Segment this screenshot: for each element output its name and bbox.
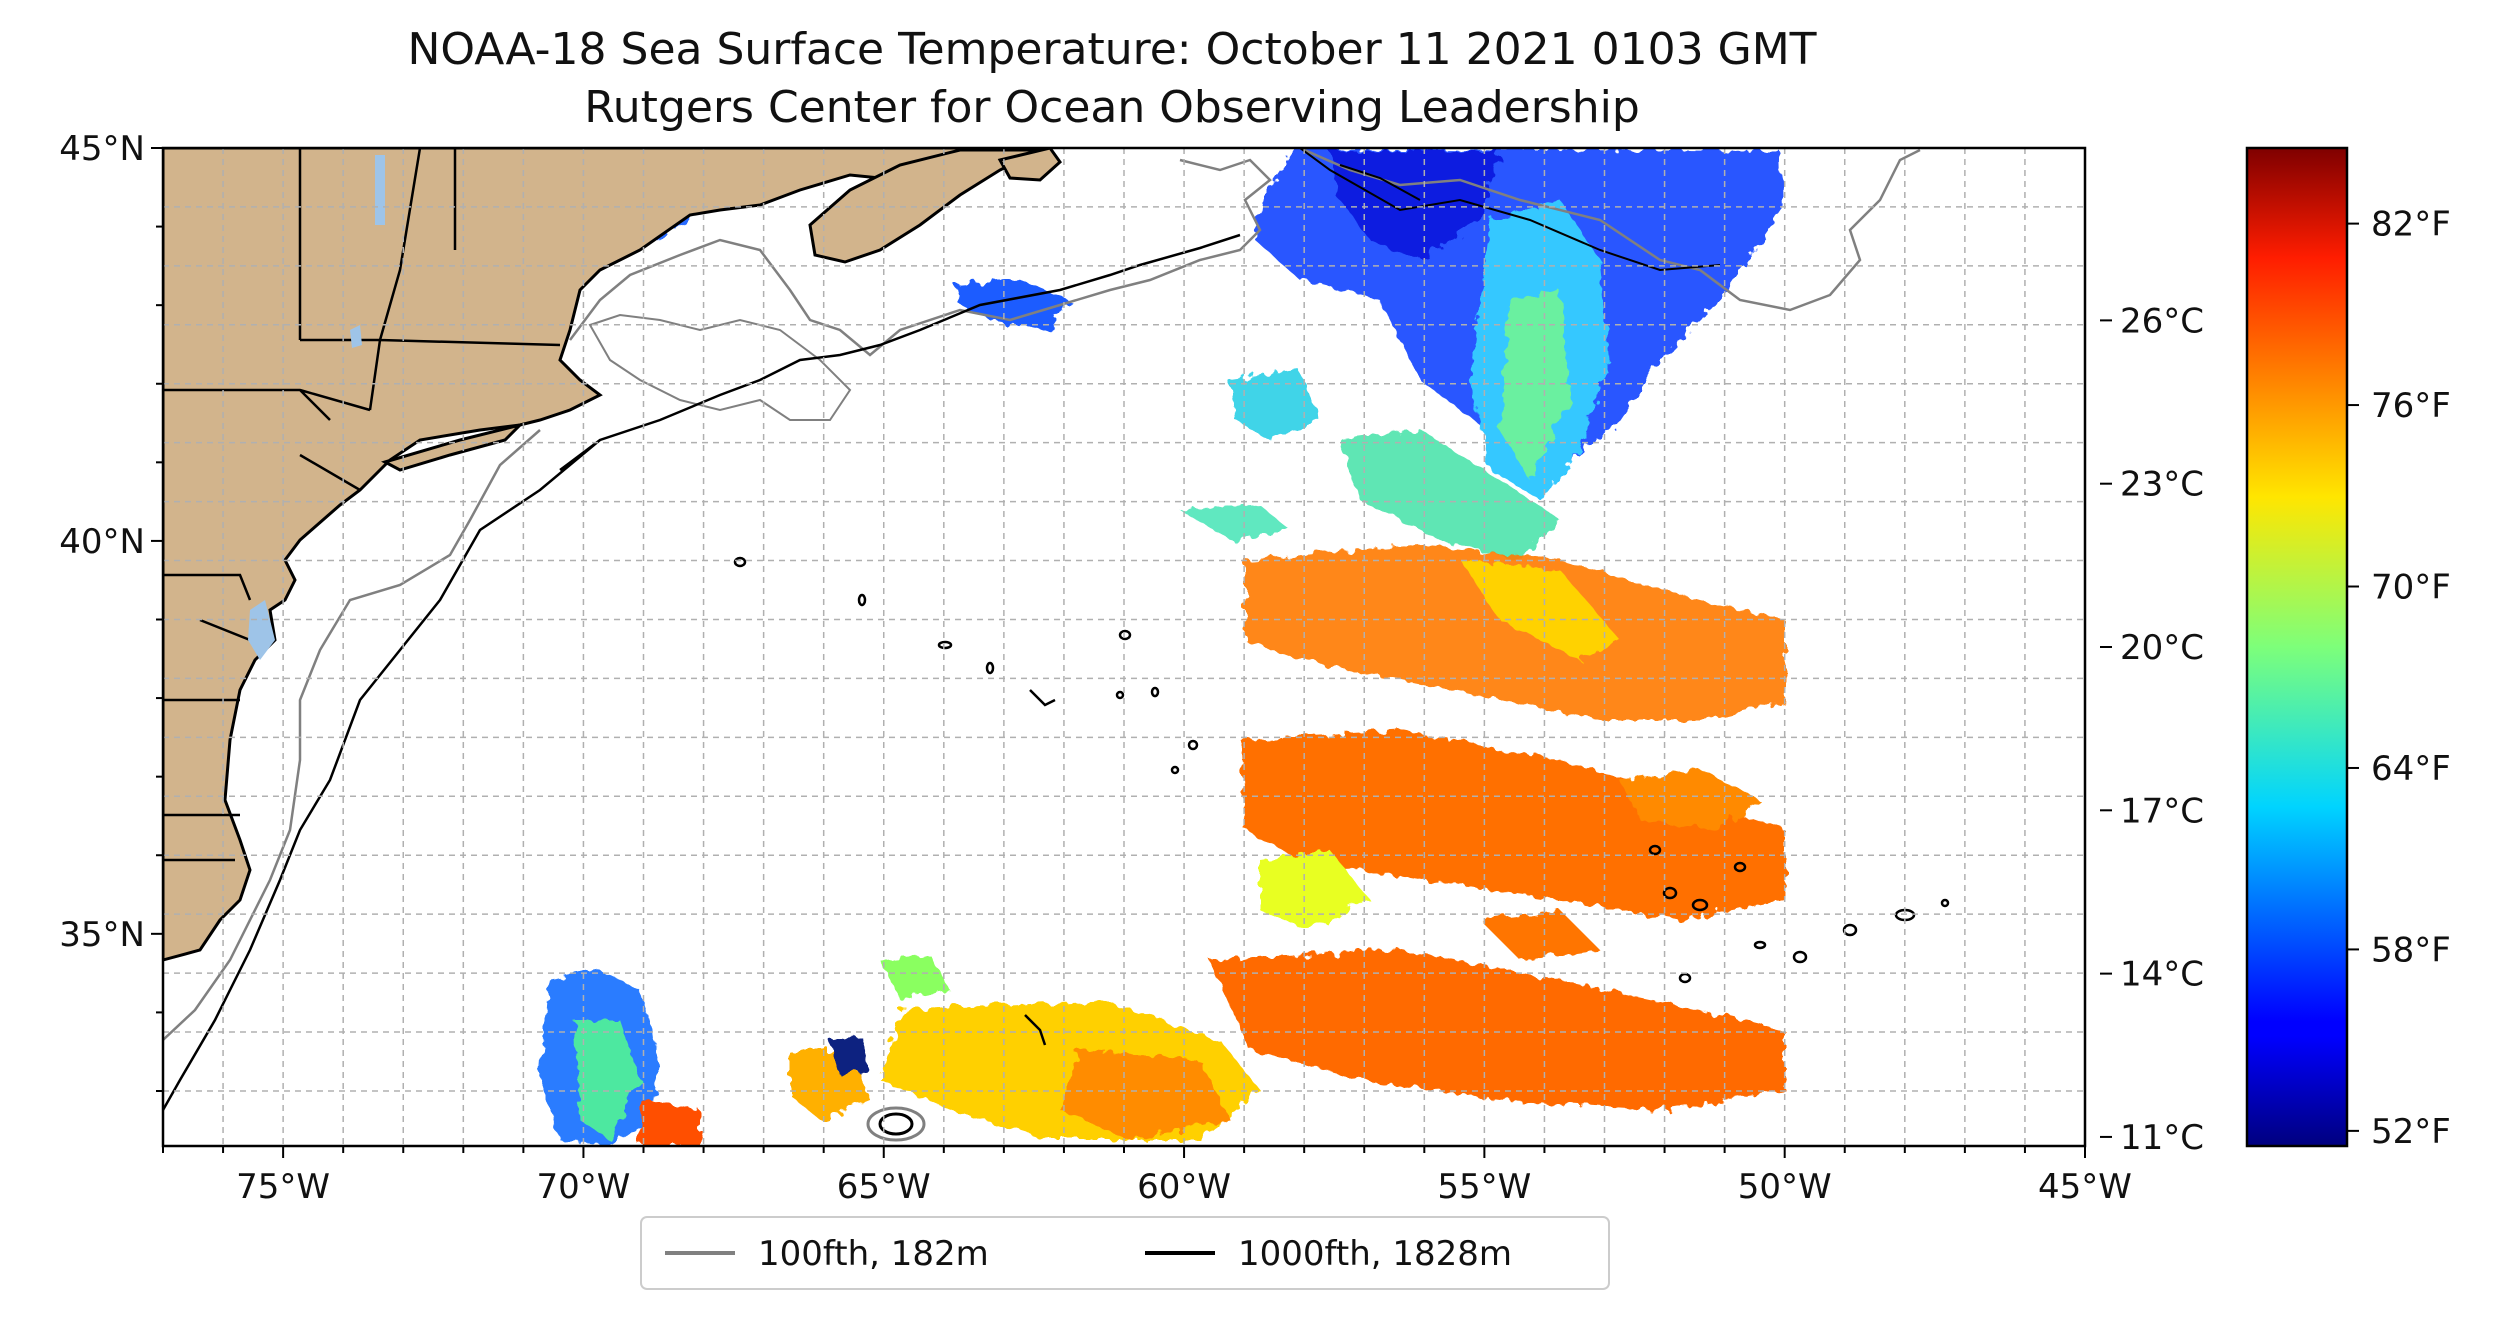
colorbar-f-label: 64°F [2371, 749, 2451, 789]
sst-sw-patch-green [575, 1020, 640, 1140]
land-layer [163, 148, 1062, 962]
colorbar-f-label: 76°F [2371, 386, 2451, 426]
colorbar-f-label: 58°F [2371, 930, 2451, 970]
lakes-and-bays [248, 155, 385, 660]
lat-tick-label: 40°N [59, 522, 145, 562]
lon-tick-label: 60°W [1137, 1167, 1231, 1207]
sst-warm-central [1240, 730, 1785, 920]
sst-cool-patch-north [1230, 370, 1320, 440]
land-long-island [381, 422, 525, 472]
sst-warm-south [1210, 950, 1785, 1110]
lon-tick-label: 65°W [837, 1167, 931, 1207]
sst-warm-southwest-orange [1060, 1050, 1230, 1140]
land-nova-scotia [808, 148, 1041, 264]
colorbar-f-label: 52°F [2371, 1112, 2451, 1152]
colorbar-f-label: 70°F [2371, 568, 2451, 608]
colorbar: 26°C 23°C 20°C 17°C 14°C 11°C 82°F 76°F 70°F 64°… [2100, 146, 2451, 1158]
lon-tick-label: 70°W [536, 1167, 630, 1207]
colorbar-c-label: 11°C [2120, 1118, 2204, 1158]
bathymetry-contours [163, 148, 1950, 1142]
gridlines [163, 148, 2085, 1146]
bermuda-contours [866, 1106, 926, 1142]
latitude-ticks: 45°N 40°N 35°N [59, 129, 163, 1092]
sst-sw-patch-red [640, 1100, 700, 1146]
state-borders [163, 148, 561, 862]
lat-tick-label: 45°N [59, 129, 145, 169]
sst-warm-central-yellow [1260, 850, 1370, 930]
land-cape-breton [997, 148, 1062, 182]
sst-cool-patch-mid [1180, 505, 1290, 540]
contour-1000fth-east [1299, 148, 1721, 272]
sst-scattered-warm-1 [1620, 770, 1760, 830]
lon-tick-label: 45°W [2038, 1167, 2132, 1207]
map-subtitle: Rutgers Center for Ocean Observing Leade… [584, 82, 1640, 133]
colorbar-c-label: 26°C [2120, 301, 2204, 341]
sst-sw-dark [830, 1035, 870, 1075]
lat-tick-label: 35°N [59, 915, 145, 955]
colorbar-c-label: 14°C [2120, 955, 2204, 995]
sst-scattered-warm-2 [1480, 910, 1600, 960]
land-north-america [163, 148, 1051, 962]
legend: 100fth, 182m 1000fth, 1828m [640, 1216, 1610, 1290]
sst-mid-patch-green [880, 955, 950, 1000]
colorbar-c-label: 20°C [2120, 628, 2204, 668]
sst-warm-yellow-band [1460, 560, 1620, 660]
lon-tick-label: 75°W [236, 1167, 330, 1207]
legend-box [640, 1216, 1610, 1290]
colorbar-c-label: 17°C [2120, 791, 2204, 831]
sst-cool-streak [1500, 290, 1570, 480]
sst-data-layer [170, 148, 1785, 1146]
colorbar-gradient [2245, 146, 2349, 1148]
lon-tick-label: 55°W [1437, 1167, 1531, 1207]
map-panel: 75°W 70°W 65°W 60°W 55°W 50°W 45°W 45°N 40°N 35°… [59, 129, 2132, 1207]
sst-green-band [1340, 430, 1560, 560]
contour-100fth [163, 148, 1921, 1041]
colorbar-f-label: 82°F [2371, 205, 2451, 245]
legend-label-1000fth: 1000fth, 1828m [1238, 1234, 1512, 1274]
map-title: NOAA-18 Sea Surface Temperature: October… [407, 24, 1816, 75]
sst-warm-north [1245, 545, 1785, 720]
contour-1000fth [163, 233, 1241, 1111]
colorbar-celsius-ticks: 26°C 23°C 20°C 17°C 14°C 11°C [2100, 301, 2204, 1158]
colorbar-c-label: 23°C [2120, 465, 2204, 505]
colorbar-fahrenheit-ticks: 82°F 76°F 70°F 64°F 58°F 52°F [2347, 205, 2451, 1152]
legend-label-100fth: 100fth, 182m [758, 1234, 989, 1274]
longitude-ticks: 75°W 70°W 65°W 60°W 55°W 50°W 45°W [162, 1146, 2132, 1207]
lon-tick-label: 50°W [1738, 1167, 1832, 1207]
